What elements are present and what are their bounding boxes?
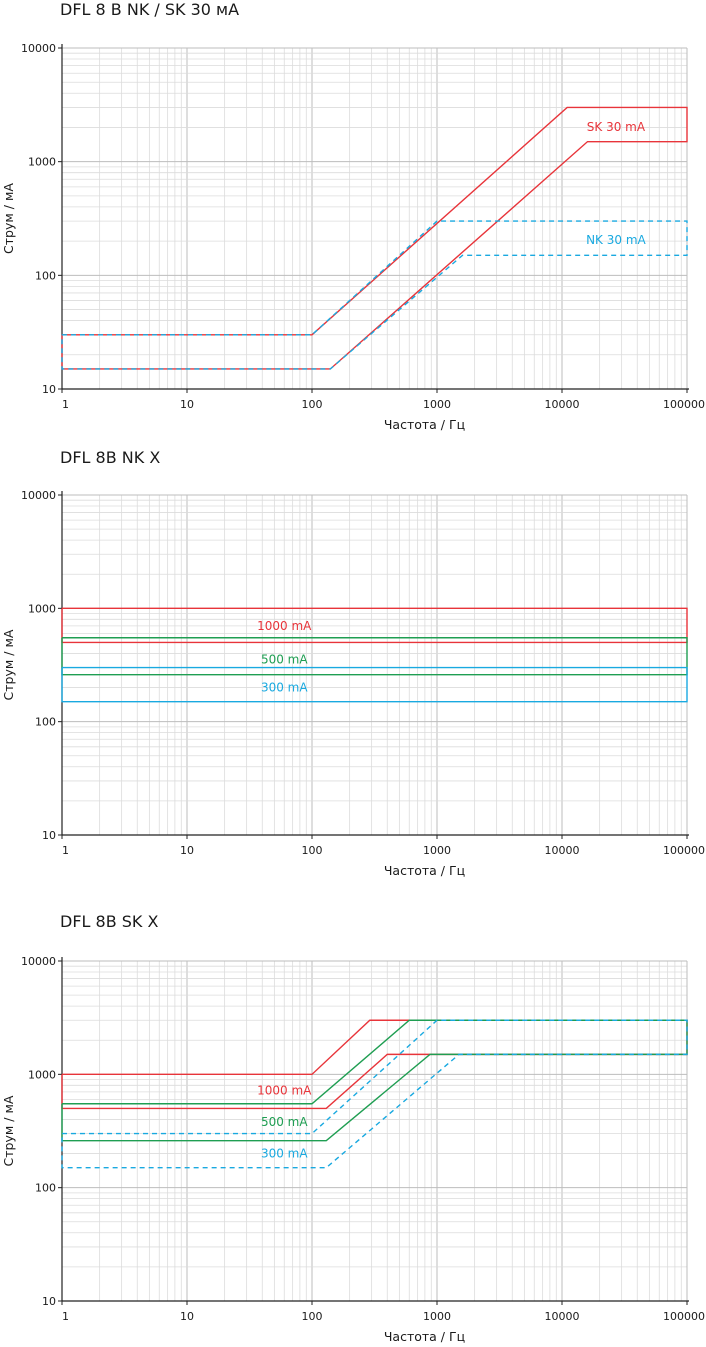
y-tick-label: 10: [42, 383, 56, 396]
y-tick-label: 100: [35, 716, 56, 729]
x-tick-label: 100: [302, 844, 323, 857]
x-tick-label: 10: [180, 1310, 194, 1323]
series-label: NK 30 mA: [586, 233, 646, 247]
series-line: [61, 666, 688, 703]
y-tick-label: 100: [35, 269, 56, 282]
chart-panel-1: DFL 8 B NK / SK 30 мА 10 100 1000 10000 1 10 1…: [0, 0, 706, 440]
series-label: 500 mA: [261, 652, 308, 666]
x-tick-label: 100000: [663, 1310, 705, 1323]
series-line: [61, 220, 688, 370]
y-tick-label: 1000: [28, 156, 56, 169]
y-axis-label: Струм / мА: [1, 1095, 16, 1166]
chart-title: DFL 8 B NK / SK 30 мА: [60, 0, 240, 19]
x-tick-label: 1: [62, 398, 69, 411]
x-tick-label: 10000: [545, 398, 580, 411]
x-tick-label: 10000: [545, 1310, 580, 1323]
series-line: [61, 1019, 688, 1169]
y-tick-label: 10000: [21, 42, 56, 55]
chart-title: DFL 8B NK X: [60, 448, 161, 467]
y-tick-label: 10000: [21, 489, 56, 502]
x-tick-label: 1000: [423, 844, 451, 857]
x-tick-label: 10000: [545, 844, 580, 857]
series-label: 1000 mA: [257, 619, 312, 633]
y-axis-label: Струм / мА: [1, 183, 16, 254]
x-tick-label: 100000: [663, 398, 705, 411]
series-label: 1000 mA: [257, 1084, 312, 1098]
x-tick-label: 1: [62, 844, 69, 857]
x-tick-label: 100: [302, 398, 323, 411]
x-tick-label: 1000: [423, 1310, 451, 1323]
x-tick-label: 100: [302, 1310, 323, 1323]
series-line: [61, 1019, 688, 1142]
chart-title: DFL 8B SK X: [60, 912, 159, 931]
series-label: 500 mA: [261, 1115, 308, 1129]
x-axis-label: Частота / Гц: [384, 417, 465, 432]
chart-panel-2: DFL 8B NK X: [60, 448, 161, 467]
series-label: 300 mA: [261, 1147, 308, 1161]
x-axis-label: Частота / Гц: [384, 1329, 465, 1344]
x-tick-label: 100000: [663, 844, 705, 857]
x-tick-label: 10: [180, 398, 194, 411]
y-tick-label: 10: [42, 829, 56, 842]
x-tick-label: 1000: [423, 398, 451, 411]
y-tick-label: 10: [42, 1295, 56, 1308]
x-axis-label: Частота / Гц: [384, 863, 465, 878]
y-tick-label: 100: [35, 1182, 56, 1195]
chart-plot: 10 100 1000 10000 1 10 100 1000 10000 100000 Часто…: [1, 42, 705, 432]
series-label: 300 mA: [261, 681, 308, 695]
y-tick-label: 1000: [28, 1068, 56, 1081]
series-line: [61, 1019, 688, 1110]
x-tick-label: 1: [62, 1310, 69, 1323]
y-axis-label: Струм / мА: [1, 629, 16, 700]
x-tick-label: 10: [180, 844, 194, 857]
series-label: SK 30 mA: [587, 120, 646, 134]
y-tick-label: 1000: [28, 602, 56, 615]
y-tick-label: 10000: [21, 955, 56, 968]
